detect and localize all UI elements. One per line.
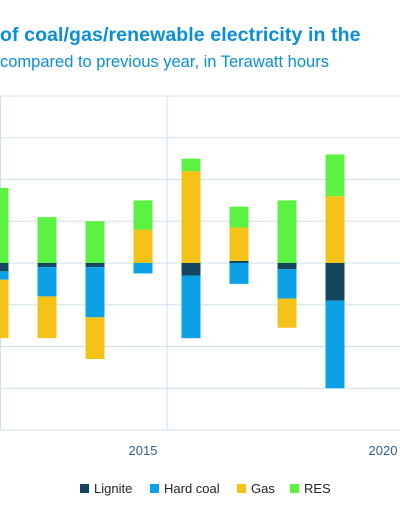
legend-swatch xyxy=(150,483,159,493)
bar-res-2015 xyxy=(133,200,153,230)
bar-lignite-2014 xyxy=(85,263,105,268)
bar-gas-2017 xyxy=(229,227,249,261)
bar-res-2019 xyxy=(325,154,345,197)
bar-gas-2014 xyxy=(85,317,105,360)
bar-gas-2012 xyxy=(0,279,9,339)
bar-gas-2019 xyxy=(325,196,345,263)
bar-gas-2015 xyxy=(133,229,153,263)
bar-hard-coal-2018 xyxy=(277,269,297,299)
bar-res-2016 xyxy=(181,158,201,172)
bar-lignite-2012 xyxy=(0,263,9,272)
bar-res-2012 xyxy=(0,187,9,263)
legend-swatch xyxy=(237,483,246,493)
bar-res-2013 xyxy=(37,217,57,263)
bar-hard-coal-2019 xyxy=(325,300,345,389)
legend-item-gas: Gas xyxy=(237,478,275,498)
bar-lignite-2017 xyxy=(229,260,249,263)
bar-lignite-2018 xyxy=(277,263,297,270)
bar-hard-coal-2014 xyxy=(85,267,105,318)
bar-res-2018 xyxy=(277,200,297,263)
bar-hard-coal-2016 xyxy=(181,275,201,339)
x-tick-label: 2020 xyxy=(369,443,398,458)
legend-label: Gas xyxy=(251,480,275,496)
legend-label: Lignite xyxy=(94,480,133,496)
legend-label: Hard coal xyxy=(164,480,220,496)
bar-hard-coal-2017 xyxy=(229,263,249,284)
legend-swatch xyxy=(80,483,89,493)
bar-res-2014 xyxy=(85,221,105,263)
legend-item-hard-coal: Hard coal xyxy=(150,478,220,498)
x-tick-label: 2015 xyxy=(129,443,158,458)
bar-hard-coal-2015 xyxy=(133,263,153,274)
legend-item-res: RES xyxy=(290,478,331,498)
bar-gas-2016 xyxy=(181,171,201,263)
bar-gas-2018 xyxy=(277,298,297,328)
bar-lignite-2013 xyxy=(37,263,57,268)
bar-lignite-2019 xyxy=(325,263,345,301)
legend-swatch xyxy=(290,483,299,493)
chart-subtitle: compared to previous year, in Terawatt h… xyxy=(0,53,329,71)
bar-gas-2013 xyxy=(37,296,57,339)
bar-hard-coal-2012 xyxy=(0,271,9,280)
legend-item-lignite: Lignite xyxy=(80,478,132,498)
bar-hard-coal-2013 xyxy=(37,267,57,297)
bar-lignite-2016 xyxy=(181,263,201,276)
chart-legend: Lignite Hard coal Gas RES xyxy=(0,478,400,498)
bar-res-2017 xyxy=(229,206,249,228)
legend-label: RES xyxy=(304,480,331,496)
chart-title: of coal/gas/renewable electricity in the xyxy=(0,24,361,46)
